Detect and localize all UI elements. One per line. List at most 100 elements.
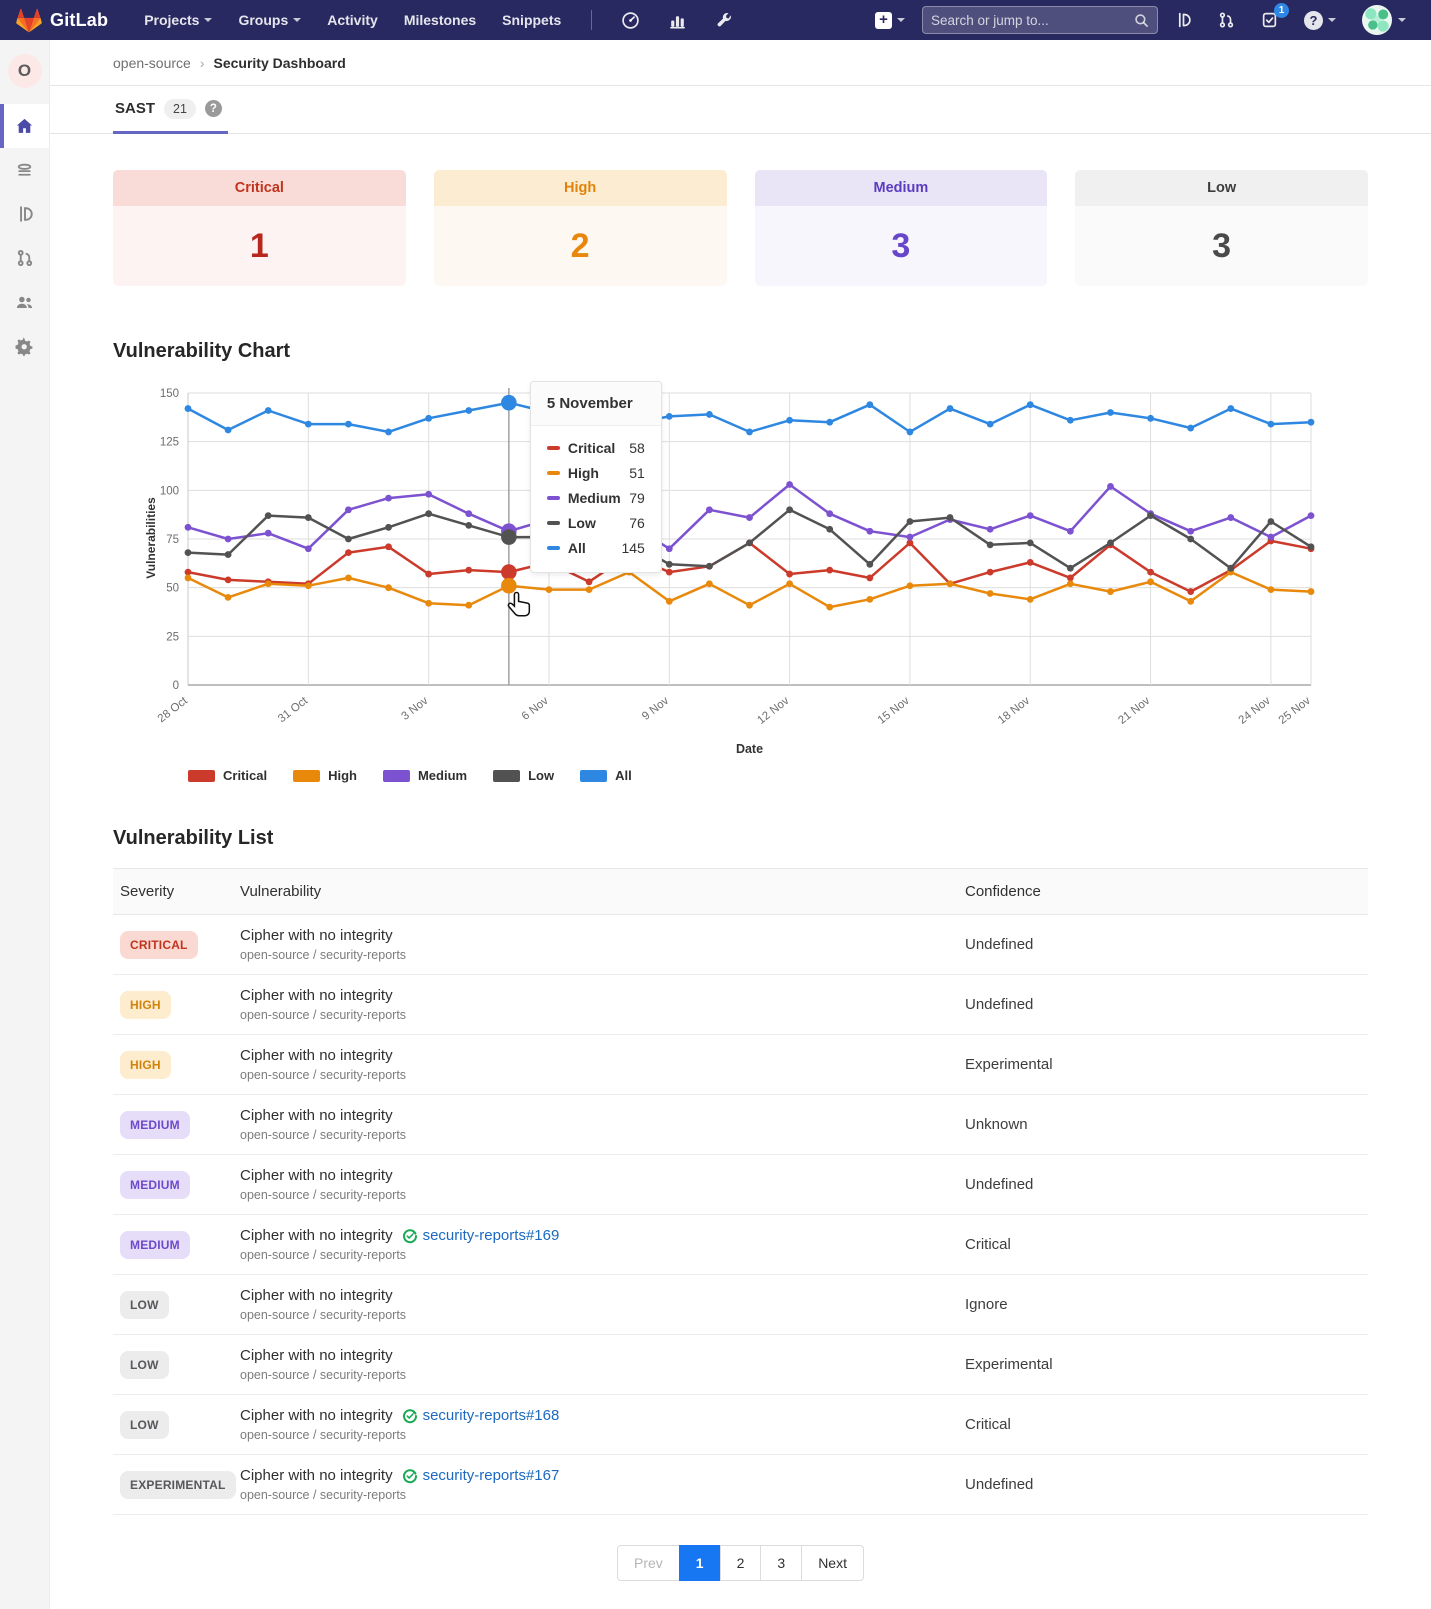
- table-row[interactable]: LOW Cipher with no integrity open-source…: [113, 1275, 1368, 1335]
- chevron-down-icon: [293, 18, 302, 22]
- x-axis-label: Date: [735, 742, 764, 756]
- vulnerability-chart[interactable]: Vulnerabilities 0 25 50 75 100 125 150 28 Oct 31…: [113, 381, 1368, 783]
- table-row[interactable]: LOW Cipher with no integrity security-re…: [113, 1395, 1368, 1455]
- legend-item-low[interactable]: Low: [493, 768, 554, 783]
- search-input[interactable]: [931, 12, 1134, 28]
- sidebar-item-settings[interactable]: [0, 324, 49, 368]
- series-value: 145: [621, 540, 645, 556]
- card-count: 3: [1212, 226, 1232, 265]
- sidebar-item-members[interactable]: [0, 280, 49, 324]
- table-row[interactable]: CRITICAL Cipher with no integrity open-s…: [113, 915, 1368, 975]
- table-row[interactable]: MEDIUM Cipher with no integrity security…: [113, 1215, 1368, 1275]
- severity-badge: LOW: [120, 1290, 169, 1319]
- tooltip-series-row: High 51: [546, 465, 645, 481]
- issue-link[interactable]: security-reports#167: [422, 1467, 560, 1484]
- menu-projects[interactable]: Projects: [134, 6, 222, 34]
- brand-name: GitLab: [50, 9, 109, 30]
- gitlab-logo[interactable]: GitLab: [16, 8, 108, 33]
- project-path: open-source / security-reports: [240, 1188, 407, 1202]
- pagination-page-3[interactable]: 3: [760, 1545, 803, 1581]
- menu-milestones[interactable]: Milestones: [403, 12, 477, 28]
- vulnerability-title: Cipher with no integrity: [240, 1227, 393, 1244]
- tooltip-series-row: Medium 79: [546, 490, 645, 506]
- issue-link[interactable]: security-reports#168: [422, 1407, 560, 1424]
- breadcrumb-parent[interactable]: open-source: [113, 54, 191, 71]
- todos-icon[interactable]: 1: [1252, 3, 1289, 33]
- svg-text:9 Nov: 9 Nov: [640, 695, 671, 723]
- list-section-title: Vulnerability List: [113, 827, 274, 849]
- series-name: Medium: [567, 490, 621, 506]
- project-path: open-source / security-reports: [240, 1368, 407, 1382]
- menu-groups[interactable]: Groups: [228, 6, 311, 34]
- table-row[interactable]: HIGH Cipher with no integrity open-sourc…: [113, 1035, 1368, 1095]
- dashboard-gauge-icon[interactable]: [612, 7, 649, 34]
- issues-icon[interactable]: [1166, 7, 1201, 33]
- table-row[interactable]: MEDIUM Cipher with no integrity open-sou…: [113, 1155, 1368, 1215]
- issue-link-wrap: security-reports#168: [402, 1407, 560, 1424]
- help-menu[interactable]: ?: [1295, 7, 1345, 34]
- new-plus-button[interactable]: +: [866, 8, 914, 33]
- menu-snippets[interactable]: Snippets: [502, 12, 562, 28]
- legend-item-critical[interactable]: Critical: [188, 768, 267, 783]
- confidence-value: Undefined: [965, 996, 1034, 1013]
- legend-label: Critical: [223, 768, 268, 783]
- issue-link[interactable]: security-reports#169: [422, 1227, 560, 1244]
- project-avatar[interactable]: O: [7, 54, 42, 88]
- svg-text:28 Oct: 28 Oct: [156, 694, 191, 725]
- breadcrumb: open-source › Security Dashboard: [50, 40, 1431, 86]
- members-icon: [16, 296, 33, 308]
- main-menu: Projects Groups Activity Milestones Snip…: [134, 6, 571, 34]
- series-name: Critical: [567, 440, 616, 456]
- help-question-icon[interactable]: ?: [204, 100, 222, 117]
- table-row[interactable]: LOW Cipher with no integrity open-source…: [113, 1335, 1368, 1395]
- pagination-page-2[interactable]: 2: [719, 1545, 762, 1581]
- col-severity: Severity: [120, 883, 175, 900]
- card-count: 2: [570, 226, 590, 265]
- legend-label: All: [615, 768, 632, 783]
- severity-badge: EXPERIMENTAL: [120, 1470, 236, 1499]
- svg-text:0: 0: [173, 680, 179, 692]
- svg-text:31 Oct: 31 Oct: [276, 694, 311, 725]
- legend-swatch-icon: [580, 769, 608, 782]
- sidebar-item-issues[interactable]: [0, 192, 49, 236]
- severity-badge: MEDIUM: [120, 1230, 190, 1259]
- chart-plot-area[interactable]: 0 25 50 75 100 125 150 28 Oct 31 Oct 3 Nov 6 Nov 9 …: [113, 383, 1318, 735]
- severity-badge: HIGH: [120, 990, 171, 1019]
- vulnerability-title: Cipher with no integrity: [240, 1347, 393, 1364]
- legend-item-high[interactable]: High: [293, 768, 357, 783]
- vulnerability-title: Cipher with no integrity: [240, 1047, 393, 1064]
- severity-badge: LOW: [120, 1410, 169, 1439]
- svg-text:18 Nov: 18 Nov: [996, 695, 1032, 727]
- series-swatch-icon: [546, 496, 560, 500]
- search-icon: [1135, 13, 1148, 27]
- legend-item-medium[interactable]: Medium: [382, 768, 467, 783]
- col-confidence: Confidence: [965, 883, 1041, 900]
- card-medium: Medium 3: [754, 170, 1048, 286]
- user-menu[interactable]: [1353, 1, 1415, 39]
- sidebar-item-repository[interactable]: [0, 148, 49, 192]
- pagination-page-1[interactable]: 1: [678, 1545, 721, 1581]
- severity-badge: MEDIUM: [120, 1110, 190, 1139]
- table-row[interactable]: EXPERIMENTAL Cipher with no integrity se…: [113, 1455, 1368, 1515]
- merge-request-icon[interactable]: [1209, 7, 1244, 33]
- breadcrumb-current: Security Dashboard: [213, 54, 346, 71]
- vulnerability-title: Cipher with no integrity: [240, 1287, 393, 1304]
- series-value: 76: [629, 515, 645, 531]
- sidebar-item-project-home[interactable]: [0, 104, 49, 148]
- pagination-next-button[interactable]: Next: [801, 1545, 864, 1581]
- repository-icon: [17, 163, 32, 176]
- table-row[interactable]: HIGH Cipher with no integrity open-sourc…: [113, 975, 1368, 1035]
- sidebar-item-merge-requests[interactable]: [0, 236, 49, 280]
- wrench-icon[interactable]: [706, 7, 742, 33]
- global-search[interactable]: [922, 6, 1158, 34]
- chevron-down-icon: [1328, 18, 1336, 22]
- y-axis-label: Vulnerabilities: [144, 497, 158, 579]
- tab-sast[interactable]: SAST 21 ?: [113, 86, 228, 134]
- vulnerability-title: Cipher with no integrity: [240, 1407, 393, 1424]
- project-sidebar: O: [0, 40, 50, 1609]
- project-path: open-source / security-reports: [240, 1488, 407, 1502]
- legend-item-all[interactable]: All: [580, 768, 632, 783]
- menu-activity[interactable]: Activity: [327, 12, 378, 28]
- chart-icon[interactable]: [659, 7, 696, 34]
- table-row[interactable]: MEDIUM Cipher with no integrity open-sou…: [113, 1095, 1368, 1155]
